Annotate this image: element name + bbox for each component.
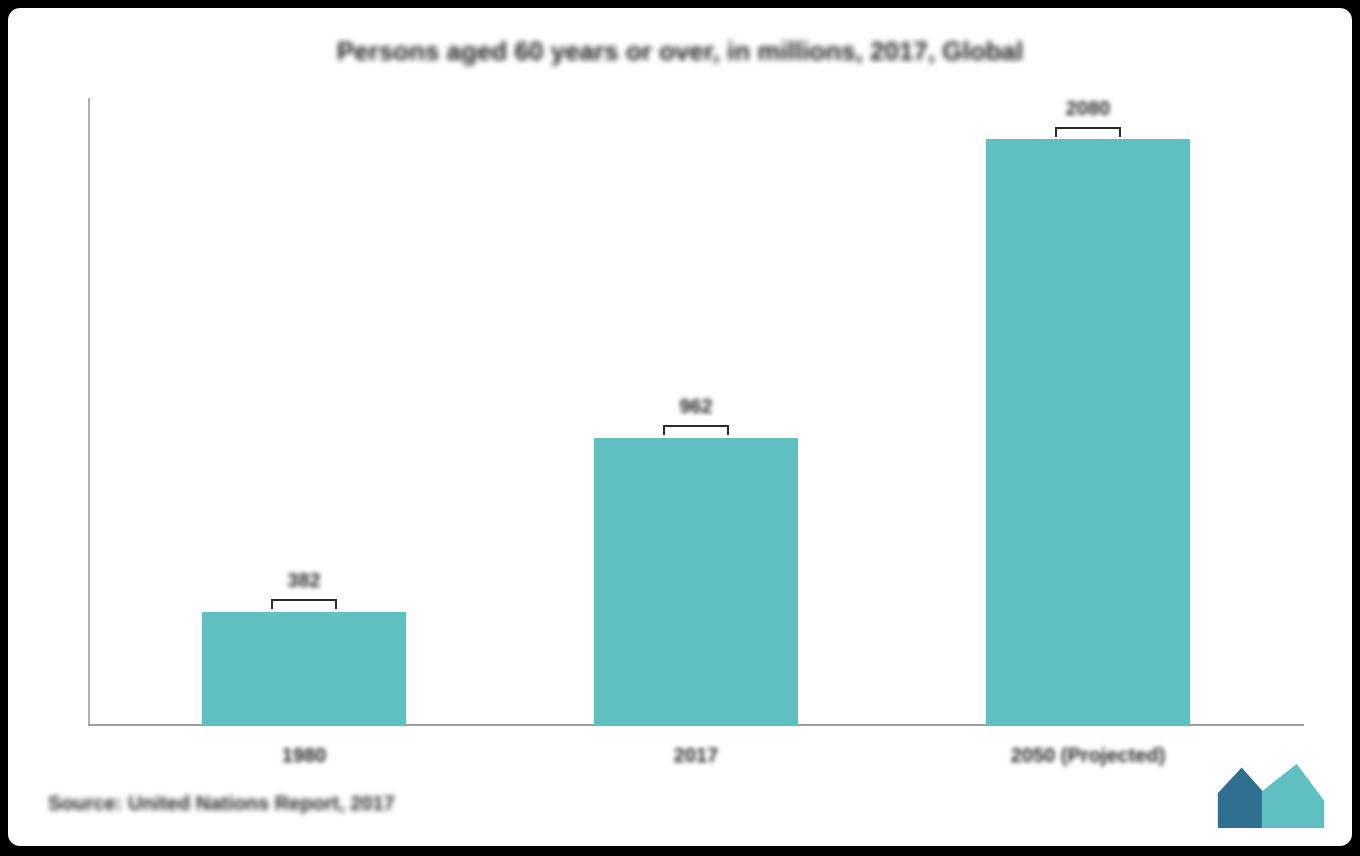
bar (594, 438, 798, 726)
bar (202, 612, 406, 726)
bar-slot: 382 (108, 98, 500, 726)
category-label: 2017 (500, 745, 892, 768)
bar-value-label: 2080 (1066, 98, 1111, 121)
bar-value-label: 962 (679, 396, 712, 419)
chart-card: Persons aged 60 years or over, in millio… (8, 8, 1352, 846)
source-text: Source: United Nations Report, 2017 (48, 793, 395, 816)
plot-area: 382 962 2080 (88, 98, 1304, 726)
bar-slot: 2080 (892, 98, 1284, 726)
bar (986, 139, 1190, 726)
category-labels: 198020172050 (Projected) (88, 745, 1304, 768)
error-bracket-icon (271, 599, 337, 609)
error-bracket-icon (663, 425, 729, 435)
error-bracket-icon (1055, 127, 1121, 136)
bars-container: 382 962 2080 (88, 98, 1304, 726)
chart-title: Persons aged 60 years or over, in millio… (8, 36, 1352, 67)
logo-icon (1216, 760, 1326, 830)
category-label: 1980 (108, 745, 500, 768)
bar-value-label: 382 (287, 570, 320, 593)
bar-slot: 962 (500, 98, 892, 726)
